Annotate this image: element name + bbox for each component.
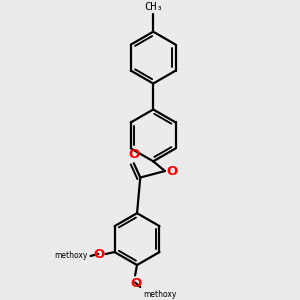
Text: O: O — [93, 248, 104, 260]
Text: O: O — [166, 164, 178, 178]
Text: methoxy: methoxy — [143, 290, 176, 299]
Text: O: O — [128, 148, 140, 161]
Text: methoxy: methoxy — [54, 251, 87, 260]
Text: O: O — [130, 277, 141, 290]
Text: CH₃: CH₃ — [144, 2, 163, 12]
